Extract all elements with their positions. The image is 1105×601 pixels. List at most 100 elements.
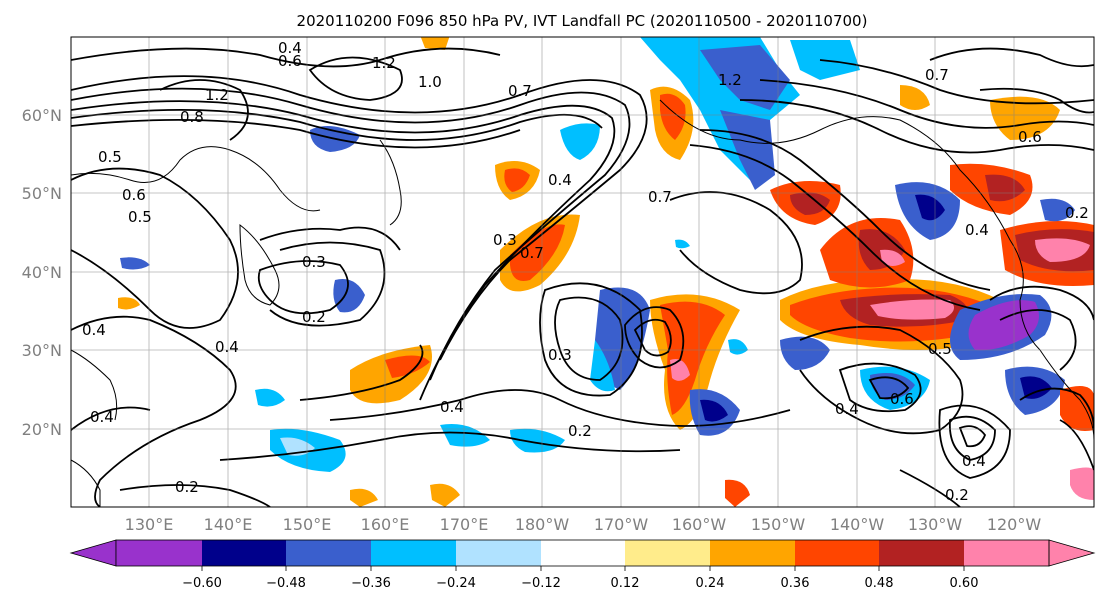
contour-label: 0.4	[965, 221, 989, 239]
lon-label: 160°E	[361, 515, 410, 534]
lon-label: 150°E	[283, 515, 332, 534]
contour-line	[948, 415, 996, 461]
pv-positive-patch	[990, 96, 1060, 140]
contour-line	[554, 296, 624, 381]
colorbar-tick-label: −0.48	[266, 576, 306, 591]
contour-line	[308, 56, 403, 101]
contour-line	[739, 99, 1094, 154]
contour-label: 0.4	[835, 400, 859, 418]
pv-positive-patch	[660, 301, 725, 415]
lon-label: 160°W	[672, 515, 727, 534]
contour-line	[71, 100, 616, 401]
colorbar-swatch	[202, 540, 286, 566]
pv-negative-patch	[728, 339, 748, 355]
contour-line	[159, 79, 249, 141]
lat-label: 30°N	[22, 341, 62, 360]
contour-line	[689, 144, 981, 311]
colorbar-tick-label: −0.36	[351, 576, 391, 591]
colorbar-extend-high	[1048, 539, 1096, 567]
pv-positive-patch	[880, 249, 905, 266]
contour-line	[71, 406, 151, 431]
lat-label: 40°N	[22, 263, 62, 282]
contour-label: 0.7	[520, 244, 544, 262]
colorbar-tick-label: −0.12	[521, 576, 561, 591]
lon-label: 170°W	[594, 515, 649, 534]
contour-label: 0.6	[122, 186, 146, 204]
colorbar-swatch	[879, 540, 964, 566]
contour-label: 1.2	[718, 71, 742, 89]
colorbar-tick-label: 0.24	[696, 576, 725, 591]
coastline	[659, 99, 1094, 441]
lat-label: 60°N	[22, 106, 62, 125]
contour-label: 0.2	[568, 422, 592, 440]
colorbar-ticks	[201, 566, 965, 571]
contour-line	[269, 241, 386, 327]
coastline	[71, 349, 118, 421]
gridlines	[71, 37, 1094, 507]
pv-negative-patch	[700, 45, 790, 110]
pv-positive-patch	[430, 483, 460, 507]
contour-label: 1.2	[372, 54, 396, 72]
contour-label: 0.2	[1065, 204, 1089, 222]
colorbar-swatch	[286, 540, 371, 566]
contour-line	[799, 325, 964, 435]
pv-negative-patch	[120, 257, 150, 270]
contour-label: 1.2	[205, 86, 229, 104]
figure-title: 2020110200 F096 850 hPa PV, IVT Landfall…	[297, 12, 868, 30]
map-frame	[70, 36, 1095, 508]
colorbar-tick-label: 0.36	[781, 576, 810, 591]
pv-positive-patch	[420, 37, 450, 50]
pv-negative-patch	[510, 428, 565, 453]
contour-label: 0.6	[890, 390, 914, 408]
pv-positive-patch	[790, 192, 830, 215]
pv-positive-patch	[660, 93, 686, 140]
contour-line	[938, 404, 1011, 479]
colorbar-tick-label: 0.12	[611, 576, 640, 591]
contour-line	[71, 167, 239, 329]
colorbar-swatch	[456, 540, 541, 566]
pv-positive-patch	[510, 224, 565, 281]
contour-line	[1059, 419, 1094, 471]
pv-negative-patch	[1040, 198, 1075, 222]
contour-label: 0.3	[302, 253, 326, 271]
contour-line	[633, 318, 672, 357]
lon-label: 130°W	[908, 515, 963, 534]
contour-label: 0.6	[278, 52, 302, 70]
pv-negative-patch	[1020, 376, 1052, 399]
colorbar-swatch	[710, 540, 795, 566]
contour-label: 0.5	[128, 208, 152, 226]
pv-positive-patch	[1060, 386, 1094, 431]
colorbar-swatch	[625, 540, 710, 566]
colorbar-tick-label: −0.24	[436, 576, 476, 591]
contour-line	[979, 87, 1094, 114]
pv-positive-patch	[1070, 467, 1094, 500]
pv-negative-patch	[560, 123, 600, 160]
colorbar-swatch	[964, 540, 1049, 566]
contour-line	[219, 431, 681, 461]
contour-labels: 0.4 0.6 1.2 1.0 1.2 0.7 0.8 0.5 0.6 0.5 …	[82, 39, 1089, 504]
pv-negative-patch	[700, 399, 728, 422]
lat-label: 50°N	[22, 184, 62, 203]
contour-label: 0.5	[98, 148, 122, 166]
pv-negative-patch	[333, 279, 365, 313]
pv-positive-patch	[504, 168, 530, 192]
coastline	[239, 223, 280, 306]
contour-label: 0.4	[82, 321, 106, 339]
contour-label: 0.6	[1018, 128, 1042, 146]
pv-shading	[118, 37, 1094, 507]
lat-label: 20°N	[22, 420, 62, 439]
contour-label: 0.3	[493, 231, 517, 249]
contour-line	[699, 129, 991, 291]
colorbar-tick-label: 0.48	[865, 576, 894, 591]
contour-line	[299, 344, 424, 401]
contour-line	[669, 191, 803, 295]
pv-positive-patch	[385, 355, 430, 378]
lon-label: 120°W	[987, 515, 1042, 534]
contour-label: 0.4	[215, 338, 239, 356]
contour-label: 0.7	[925, 66, 949, 84]
colorbar-extend-low	[69, 539, 117, 567]
contour-label: 0.7	[508, 82, 532, 100]
pv-positive-patch	[900, 85, 930, 110]
colorbar-swatch	[541, 540, 625, 566]
